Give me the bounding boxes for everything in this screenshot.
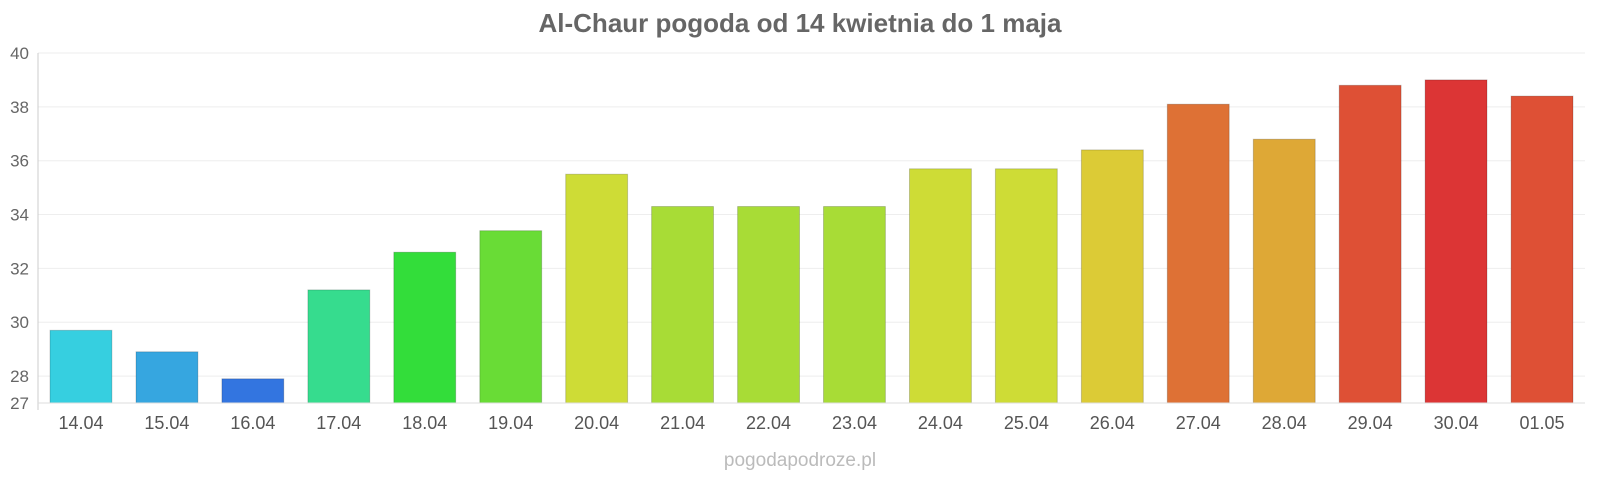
y-tick-label: 34	[10, 206, 29, 225]
x-tick-label: 28.04	[1262, 413, 1307, 433]
bar-27.04[interactable]	[1166, 103, 1230, 404]
x-tick-label: 21.04	[660, 413, 705, 433]
bar-19.04[interactable]	[479, 230, 543, 404]
x-tick-label: 25.04	[1004, 413, 1049, 433]
y-tick-label: 28	[10, 367, 29, 386]
bar-24.04[interactable]	[909, 168, 972, 404]
x-tick-label: 17.04	[316, 413, 361, 433]
x-tick-label: 14.04	[58, 413, 103, 433]
x-tick-label: 15.04	[144, 413, 189, 433]
x-tick-label: 22.04	[746, 413, 791, 433]
bar-21.04[interactable]	[651, 206, 714, 404]
x-tick-label: 20.04	[574, 413, 619, 433]
bars	[49, 79, 1574, 404]
y-axis: 27 28 30 32 34 36 38 40	[10, 44, 39, 413]
bar-20.04[interactable]	[565, 173, 629, 404]
x-tick-label: 27.04	[1176, 413, 1221, 433]
y-tick-label: 40	[10, 44, 29, 63]
x-tick-label: 30.04	[1434, 413, 1479, 433]
x-tick-label: 29.04	[1348, 413, 1393, 433]
y-tick-label: 27	[10, 394, 29, 413]
credit-text[interactable]: pogodapodroze.pl	[724, 450, 876, 471]
chart-title: Al-Chaur pogoda od 14 kwietnia do 1 maja	[539, 8, 1063, 38]
bar-29.04[interactable]	[1338, 84, 1402, 404]
bar-30.04[interactable]	[1424, 79, 1488, 404]
x-tick-label: 16.04	[230, 413, 275, 433]
bar-14.04[interactable]	[49, 329, 113, 404]
y-tick-label: 36	[10, 152, 29, 171]
x-tick-label: 24.04	[918, 413, 963, 433]
y-tick-label: 30	[10, 313, 29, 332]
bar-18.04[interactable]	[393, 251, 457, 404]
x-tick-label: 01.05	[1519, 413, 1564, 433]
x-tick-label: 18.04	[402, 413, 447, 433]
bar-26.04[interactable]	[1080, 149, 1144, 404]
bar-22.04[interactable]	[737, 206, 800, 404]
bar-23.04[interactable]	[823, 206, 886, 404]
bar-25.04[interactable]	[994, 168, 1058, 404]
x-tick-label: 19.04	[488, 413, 533, 433]
x-tick-label: 26.04	[1090, 413, 1135, 433]
x-axis: 14.04 15.04 16.04 17.04 18.04 19.04 20.04 21.04…	[38, 402, 1585, 433]
grid-lines	[38, 52, 1585, 404]
y-tick-label: 32	[10, 259, 29, 278]
bar-16.04[interactable]	[221, 378, 285, 404]
bar-28.04[interactable]	[1252, 138, 1316, 404]
x-tick-label: 23.04	[832, 413, 877, 433]
y-tick-label: 38	[10, 98, 29, 117]
bar-01.05[interactable]	[1510, 95, 1574, 404]
bar-15.04[interactable]	[135, 351, 199, 404]
bar-17.04[interactable]	[307, 289, 371, 404]
